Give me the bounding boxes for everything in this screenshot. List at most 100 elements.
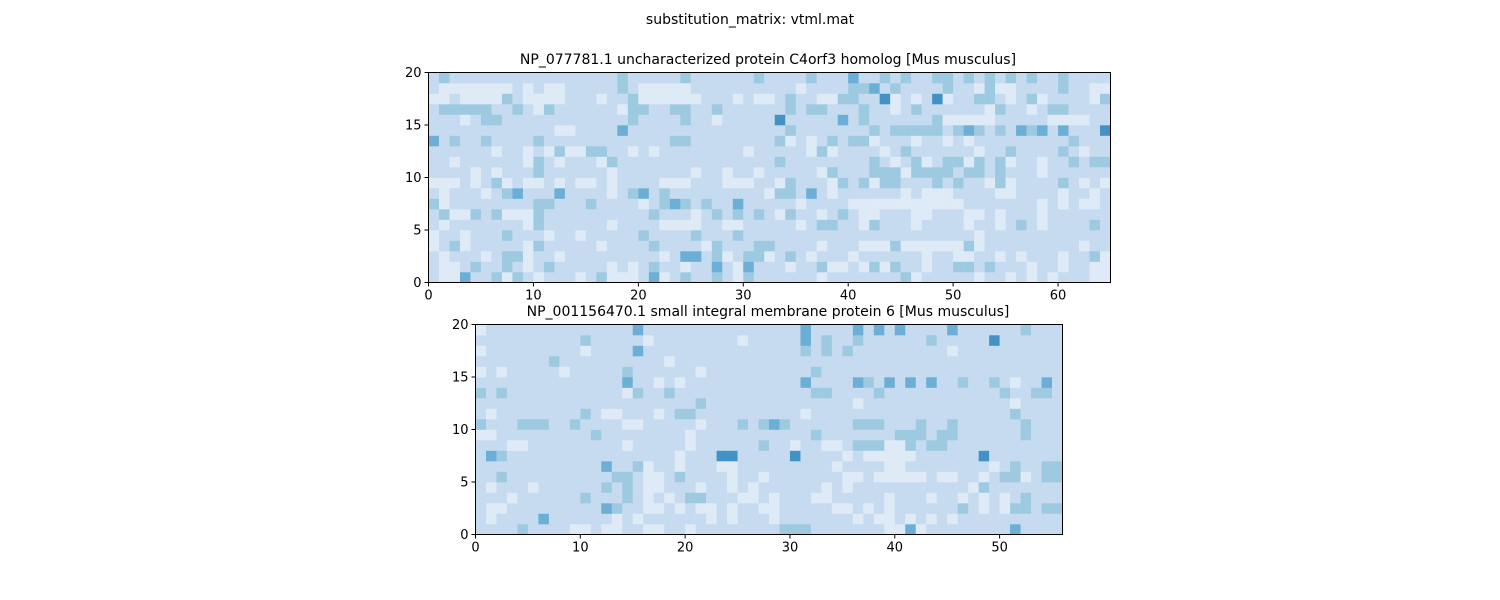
- heatmap-cell: [758, 398, 770, 409]
- heatmap-cell: [711, 72, 723, 84]
- heatmap-cell: [785, 72, 797, 84]
- heatmap-cell: [606, 156, 618, 168]
- heatmap-cell: [611, 440, 623, 451]
- heatmap-cell: [936, 335, 948, 346]
- heatmap-cell: [1010, 324, 1021, 336]
- heatmap-cell: [564, 219, 576, 231]
- heatmap-cell: [538, 387, 550, 399]
- heatmap-cell: [974, 251, 985, 262]
- heatmap-cell: [522, 240, 534, 252]
- heatmap-cell: [480, 177, 492, 189]
- heatmap-cell: [569, 440, 581, 451]
- heatmap-cell: [475, 513, 487, 525]
- heatmap-cell: [789, 524, 801, 535]
- heatmap-cell: [1020, 503, 1032, 514]
- heatmap-cell: [659, 209, 671, 220]
- heatmap-cell: [575, 251, 587, 262]
- heatmap-cell: [921, 135, 933, 147]
- heatmap-cell: [491, 209, 503, 220]
- heatmap-cell: [622, 345, 634, 357]
- heatmap-cell: [785, 93, 797, 105]
- heatmap-cell: [538, 366, 550, 378]
- heatmap-cell: [548, 377, 560, 388]
- heatmap-cell: [900, 104, 912, 115]
- heatmap-cell: [590, 366, 602, 378]
- heatmap-cell: [863, 335, 875, 346]
- heatmap-cell: [858, 209, 870, 220]
- heatmap-cell: [1079, 156, 1090, 168]
- heatmap-cell: [590, 377, 602, 388]
- heatmap-cell: [800, 345, 812, 357]
- heatmap-cell: [800, 482, 812, 493]
- heatmap-cell: [1010, 387, 1021, 399]
- heatmap-cell: [659, 261, 671, 273]
- heatmap-cell: [732, 198, 744, 210]
- heatmap-cell: [1037, 230, 1048, 241]
- heatmap-cell: [533, 261, 545, 273]
- heatmap-cell: [522, 156, 534, 168]
- heatmap-cell: [512, 209, 524, 220]
- heatmap-cell: [984, 261, 996, 273]
- heatmap-cell: [837, 251, 849, 262]
- y-tick-label: 15: [405, 119, 422, 134]
- heatmap-cell: [470, 272, 482, 283]
- heatmap-cell: [800, 366, 812, 378]
- heatmap-cell: [842, 450, 854, 462]
- heatmap-cell: [769, 471, 780, 483]
- heatmap-cell: [428, 240, 440, 252]
- heatmap-cell: [858, 188, 870, 199]
- heatmap-cell: [548, 324, 560, 336]
- heatmap-cell: [968, 482, 979, 493]
- heatmap-cell: [690, 146, 702, 157]
- heatmap-cell: [748, 524, 759, 535]
- heatmap-cell: [884, 377, 896, 388]
- heatmap-cell: [984, 93, 996, 105]
- heatmap-cell: [936, 366, 948, 378]
- heatmap-cell: [974, 114, 985, 126]
- heatmap-cell: [585, 104, 597, 115]
- heatmap-cell: [438, 114, 450, 126]
- heatmap-cell: [1037, 114, 1048, 126]
- heatmap-cell: [1068, 230, 1080, 241]
- heatmap-cell: [627, 83, 639, 94]
- heatmap-cell: [764, 198, 776, 210]
- heatmap-cell: [995, 272, 1006, 283]
- heatmap-cell: [611, 335, 623, 346]
- heatmap-cell: [559, 450, 571, 462]
- heatmap-cell: [517, 429, 529, 441]
- heatmap-cell: [585, 188, 597, 199]
- heatmap-cell: [852, 387, 864, 399]
- heatmap-cell: [810, 387, 822, 399]
- heatmap-cell: [580, 513, 592, 525]
- heatmap-cell: [806, 240, 818, 252]
- heatmap-cell: [538, 429, 550, 441]
- heatmap-cell: [936, 503, 948, 514]
- heatmap-cell: [538, 503, 550, 514]
- heatmap-cell: [869, 261, 880, 273]
- heatmap-cell: [894, 513, 906, 525]
- heatmap-cell: [716, 356, 728, 367]
- heatmap-cell: [1016, 72, 1027, 84]
- heatmap-cell: [848, 177, 859, 189]
- heatmap-cell: [638, 146, 650, 157]
- heatmap-cell: [1068, 240, 1080, 252]
- heatmap-cell: [580, 324, 592, 336]
- heatmap-cell: [953, 125, 964, 136]
- heatmap-cell: [501, 219, 513, 231]
- heatmap-cell: [533, 83, 545, 94]
- heatmap-cell: [894, 335, 906, 346]
- heatmap-cell: [533, 125, 545, 136]
- heatmap-cell: [695, 503, 707, 514]
- heatmap-cell: [1079, 167, 1090, 178]
- heatmap-cell: [491, 146, 503, 157]
- heatmap-cell: [932, 114, 943, 126]
- heatmap-cell: [806, 188, 818, 199]
- heatmap-cell: [911, 114, 922, 126]
- heatmap-cell: [543, 261, 555, 273]
- heatmap-cell: [984, 114, 996, 126]
- heatmap-cell: [674, 419, 686, 430]
- heatmap-cell: [1026, 167, 1038, 178]
- heatmap-cell: [601, 377, 613, 388]
- heatmap-cell: [706, 398, 717, 409]
- heatmap-cell: [758, 335, 770, 346]
